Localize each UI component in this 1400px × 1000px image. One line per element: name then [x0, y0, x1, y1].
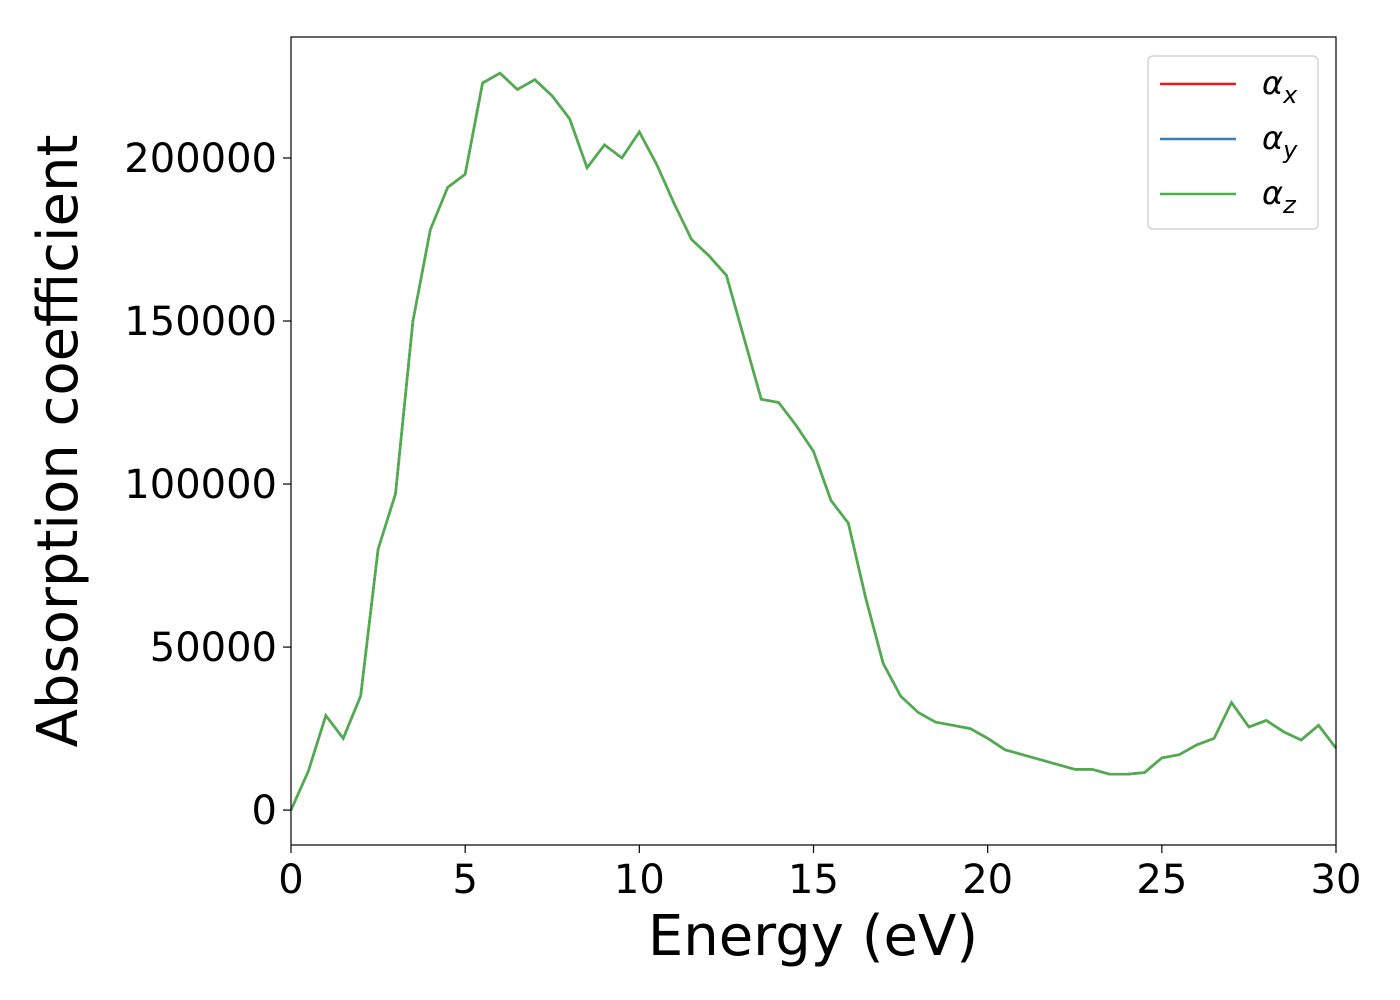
y-tick-label: 200000: [124, 136, 277, 182]
y-tick-label: 50000: [150, 625, 277, 671]
x-tick-label: 15: [788, 857, 839, 903]
x-tick-label: 0: [278, 857, 303, 903]
y-tick-label: 100000: [124, 462, 277, 508]
line: [289, 71, 1337, 811]
y-tick-label: 150000: [124, 299, 277, 345]
legend-label: αz: [1262, 174, 1297, 219]
plot-frame: [290, 36, 1337, 846]
legend-label: αx: [1262, 64, 1298, 109]
x-tick-label: 5: [452, 857, 477, 903]
x-tick-label: 25: [1136, 857, 1187, 903]
x-tick-label: 10: [614, 857, 665, 903]
legend-label: αy: [1262, 119, 1298, 164]
x-axis-label: Energy (eV): [648, 904, 978, 969]
legend-box: [1147, 55, 1319, 230]
y-axis-label: Absorption coefficient: [26, 135, 91, 748]
x-tick-label: 30: [1311, 857, 1362, 903]
y-tick-label: 0: [252, 788, 277, 834]
x-tick-label: 20: [962, 857, 1013, 903]
